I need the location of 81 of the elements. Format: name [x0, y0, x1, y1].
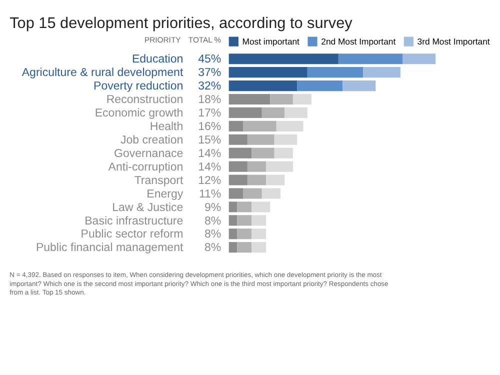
bar: [402, 54, 436, 64]
bar: [228, 54, 338, 64]
bar: [252, 228, 266, 240]
text: TOTAL %: [188, 36, 222, 45]
bar: [284, 107, 308, 118]
bar: [247, 174, 266, 186]
bar: [247, 161, 266, 172]
bar: [262, 107, 285, 118]
bar: [252, 215, 266, 226]
bar: [247, 134, 274, 145]
chart-title: Top 15 development priorities, according to survey: [10, 15, 353, 32]
bar: [228, 80, 298, 92]
bar: [307, 67, 364, 78]
text: 15%: [198, 134, 222, 146]
y-tick-label: Energy: [146, 188, 184, 200]
text: 17%: [198, 108, 222, 120]
y-tick-label: Job creation: [120, 134, 184, 146]
bar: [228, 120, 244, 132]
bar: [297, 80, 343, 92]
bar: [228, 107, 262, 118]
bar: [228, 174, 248, 186]
y-tick-label: Anti-corruption: [108, 161, 184, 174]
bar: [228, 202, 238, 212]
text: 18%: [198, 94, 222, 106]
bar: [266, 161, 293, 172]
bar: [228, 134, 248, 145]
legend-label: 3rd Most Important: [417, 36, 490, 46]
bar: [266, 174, 285, 186]
text: 32%: [198, 80, 222, 93]
bar: [228, 215, 238, 226]
bar: [237, 242, 252, 253]
bar: [237, 202, 252, 212]
bar: [243, 188, 262, 199]
text: 9%: [204, 202, 222, 214]
bar: [237, 228, 252, 240]
bar: [228, 228, 238, 240]
y-tick-label: Governanace: [114, 148, 184, 160]
bar: [228, 188, 244, 199]
bar: [237, 215, 252, 226]
legend-label: 2nd Most Important: [321, 36, 396, 46]
bar: [228, 148, 252, 158]
y-tick-label: Reconstruction: [106, 94, 184, 106]
text: 14%: [198, 148, 222, 160]
text: 45%: [198, 54, 222, 66]
text: 14%: [198, 161, 222, 174]
bar: [270, 94, 293, 105]
bar: [252, 148, 274, 158]
text: 16%: [198, 121, 222, 134]
bar: [228, 67, 308, 78]
text: 11%: [198, 188, 222, 200]
bar: [262, 188, 281, 199]
bar: [274, 148, 293, 158]
bar: [338, 54, 402, 64]
bar: [363, 67, 400, 78]
y-axis-title: PRIORITY: [144, 36, 181, 45]
bar: [228, 161, 248, 172]
y-tick-label: Transport: [134, 174, 184, 187]
bar: [276, 120, 304, 132]
text: 8%: [204, 242, 222, 254]
bar: [243, 120, 276, 132]
bar: [228, 94, 270, 105]
y-tick-label: Basic infrastructure: [84, 215, 184, 228]
y-tick-label: Poverty reduction: [94, 80, 184, 93]
y-tick-label: Law & Justice: [112, 202, 184, 214]
bar: [252, 242, 266, 253]
bar: [252, 202, 270, 212]
y-tick-label: Public sector reform: [80, 228, 184, 241]
y-tick-label: Economic growth: [94, 108, 184, 120]
y-tick-label: Education: [132, 54, 184, 66]
y-tick-label: Agriculture & rural development: [22, 67, 184, 80]
text: 12%: [198, 174, 222, 187]
legend-label: Most important: [242, 36, 300, 46]
bar: [274, 134, 298, 145]
text: 8%: [204, 215, 222, 228]
text: 37%: [198, 67, 222, 80]
y-tick-label: Health: [150, 121, 184, 134]
bar: [292, 94, 312, 105]
y-tick-label: Public financial management: [36, 242, 184, 254]
bar: [228, 242, 238, 253]
text: 8%: [204, 228, 222, 241]
bar: [342, 80, 376, 92]
